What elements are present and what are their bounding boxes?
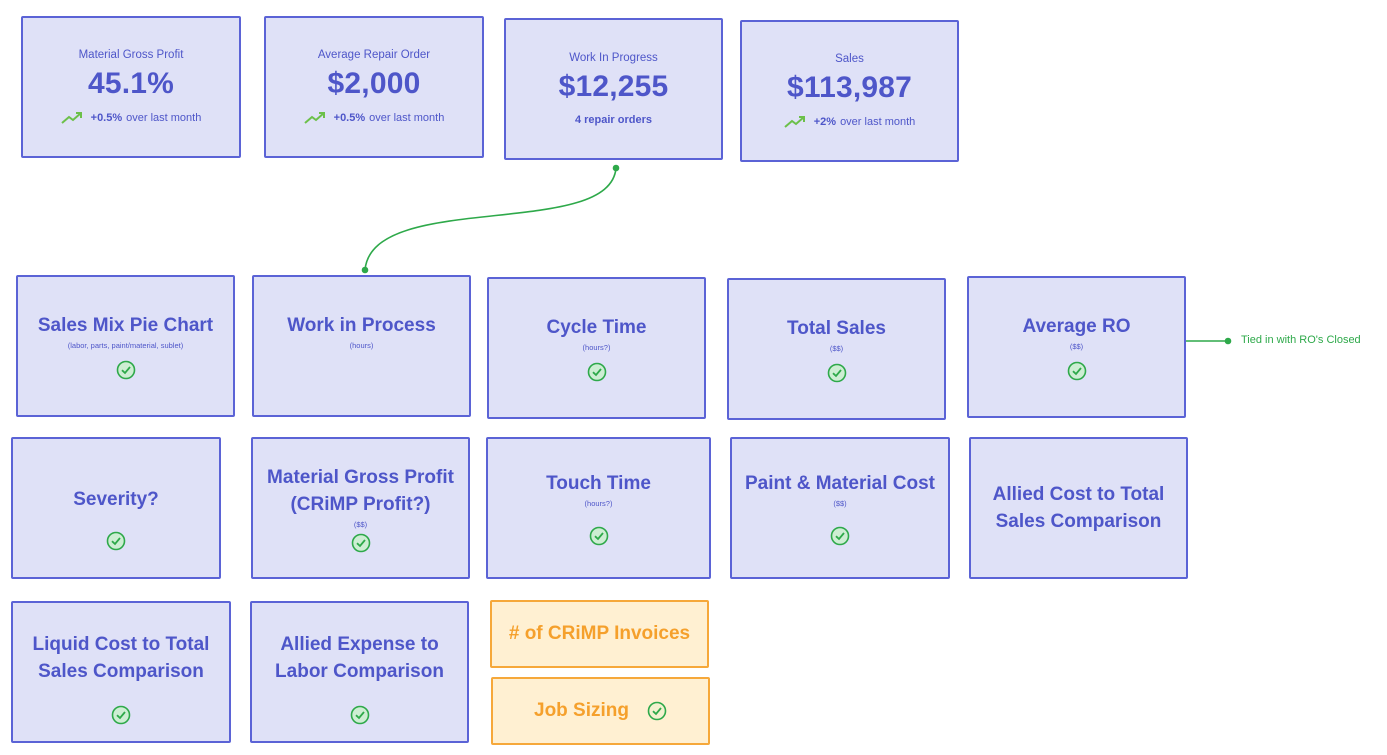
kpi-value: 45.1% xyxy=(87,67,175,100)
tile-cycle-time[interactable]: Cycle Time (hours?) xyxy=(487,277,706,419)
tile-title-line-2: Sales Comparison xyxy=(995,511,1162,532)
connector-wip-to-work-in-process xyxy=(364,167,617,271)
pending-title: Job Sizing xyxy=(534,700,629,721)
tile-title: Work in Process xyxy=(287,315,436,336)
tile-title: Touch Time xyxy=(546,473,651,494)
annotation-note: Tied in with RO's Closed xyxy=(1241,334,1361,346)
trend-up-icon xyxy=(784,116,805,128)
kpi-change: +2% xyxy=(813,116,837,128)
kpi-value: $2,000 xyxy=(327,67,421,100)
kpi-trend: +0.5% over last month xyxy=(60,111,202,125)
tile-total-sales[interactable]: Total Sales ($$) xyxy=(727,278,946,420)
tile-title: Sales Mix Pie Chart xyxy=(37,315,214,336)
kpi-trend: +0.5% over last month xyxy=(303,111,445,125)
tile-touch-time[interactable]: Touch Time (hours?) xyxy=(486,437,711,579)
kpi-card-average-repair-order[interactable]: Average Repair Order $2,000 +0.5% over l… xyxy=(264,16,484,158)
kpi-label: Average Repair Order xyxy=(317,49,431,61)
tile-unit: (hours) xyxy=(349,341,374,350)
tile-unit: ($$) xyxy=(1069,342,1084,351)
check-circle-icon xyxy=(830,526,850,546)
tile-title: Total Sales xyxy=(787,318,886,339)
pending-title: # of CRiMP Invoices xyxy=(508,623,691,644)
connector-endpoint xyxy=(1224,337,1232,345)
tile-title-line-1: Material Gross Profit xyxy=(267,466,454,488)
kpi-change-suffix: over last month xyxy=(126,112,202,124)
tile-work-in-process[interactable]: Work in Process (hours) xyxy=(252,275,471,417)
kpi-change: +0.5% xyxy=(90,112,123,124)
kpi-card-work-in-progress[interactable]: Work In Progress $12,255 4 repair orders xyxy=(504,18,723,160)
tile-title-line-2: Labor Comparison xyxy=(275,661,444,682)
kpi-value: $12,255 xyxy=(558,70,669,103)
connector-endpoint xyxy=(361,266,369,274)
check-circle-icon xyxy=(647,701,667,721)
kpi-trend: +2% over last month xyxy=(784,115,916,129)
kpi-change: +0.5% xyxy=(333,112,366,124)
kpi-subtext: 4 repair orders xyxy=(574,114,653,126)
tile-title: Average RO xyxy=(1022,316,1131,337)
trend-up-icon xyxy=(60,112,82,124)
tile-title: Cycle Time xyxy=(546,317,647,338)
tile-liquid-cost-to-total-sales[interactable]: Liquid Cost to Total Sales Comparison xyxy=(11,601,231,743)
tile-title-line-1: Liquid Cost to Total xyxy=(32,634,210,655)
tile-paint-material-cost[interactable]: Paint & Material Cost ($$) xyxy=(730,437,950,579)
check-circle-icon xyxy=(587,362,606,382)
pending-crimp-invoices[interactable]: # of CRiMP Invoices xyxy=(490,600,709,668)
tile-unit: ($$) xyxy=(353,519,368,529)
tile-severity[interactable]: Severity? xyxy=(11,437,221,579)
kpi-value: $113,987 xyxy=(786,71,913,104)
tile-sales-mix-pie-chart[interactable]: Sales Mix Pie Chart (labor, parts, paint… xyxy=(16,275,235,417)
check-circle-icon xyxy=(1067,361,1086,381)
check-circle-icon xyxy=(111,705,131,725)
tile-unit: (hours?) xyxy=(582,343,611,352)
kpi-card-material-gross-profit[interactable]: Material Gross Profit 45.1% +0.5% over l… xyxy=(21,16,241,158)
tile-unit: ($$) xyxy=(829,344,844,353)
check-circle-icon xyxy=(106,531,126,550)
tile-title-line-1: Allied Cost to Total xyxy=(992,484,1165,505)
check-circle-icon xyxy=(827,363,846,383)
kpi-card-sales[interactable]: Sales $113,987 +2% over last month xyxy=(740,20,959,162)
tile-unit: (hours?) xyxy=(584,499,613,508)
tile-title-line-2: Sales Comparison xyxy=(38,661,204,682)
tile-title: Severity? xyxy=(73,488,159,510)
kpi-label: Work In Progress xyxy=(569,52,658,64)
check-circle-icon xyxy=(589,526,608,546)
tile-average-ro[interactable]: Average RO ($$) xyxy=(967,276,1186,418)
kpi-label: Sales xyxy=(835,53,864,65)
tile-material-gross-profit-crimp[interactable]: Material Gross Profit (CRiMP Profit?) ($… xyxy=(251,437,470,579)
check-circle-icon xyxy=(350,705,369,725)
trend-up-icon xyxy=(303,112,325,124)
tile-allied-expense-to-labor[interactable]: Allied Expense to Labor Comparison xyxy=(250,601,469,743)
tile-unit: (labor, parts, paint/material, sublet) xyxy=(67,341,184,350)
connector-endpoint xyxy=(612,164,620,172)
tile-allied-cost-to-total-sales[interactable]: Allied Cost to Total Sales Comparison xyxy=(969,437,1188,579)
tile-unit: ($$) xyxy=(833,499,847,508)
check-circle-icon xyxy=(116,360,135,380)
kpi-change-suffix: over last month xyxy=(840,116,916,128)
tile-title: Paint & Material Cost xyxy=(744,473,936,494)
pending-job-sizing[interactable]: Job Sizing xyxy=(491,677,710,745)
check-circle-icon xyxy=(351,533,370,552)
tile-title-line-2: (CRiMP Profit?) xyxy=(290,493,431,515)
kpi-change-suffix: over last month xyxy=(369,112,445,124)
kpi-label: Material Gross Profit xyxy=(78,49,184,61)
tile-title-line-1: Allied Expense to xyxy=(280,634,439,655)
